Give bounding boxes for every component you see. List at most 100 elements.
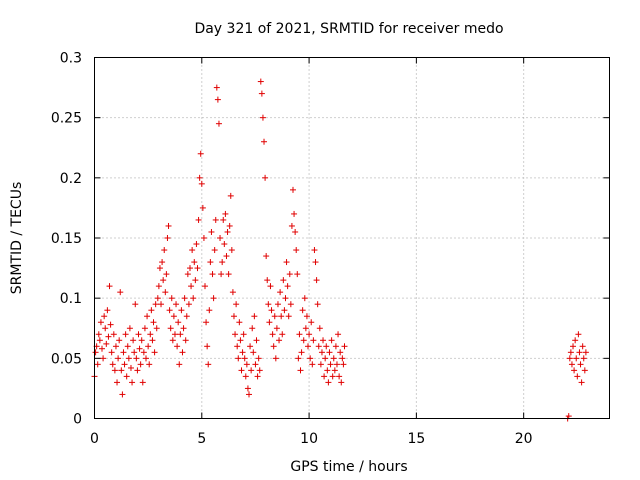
y-axis-title: SRMTID / TECUs: [9, 182, 25, 295]
data-point: [255, 355, 262, 362]
data-point: [244, 385, 251, 392]
data-point: [299, 307, 306, 314]
data-point: [114, 379, 121, 386]
data-point: [106, 283, 113, 290]
data-point: [329, 373, 336, 380]
data-point: [285, 313, 292, 320]
data-point: [131, 349, 138, 356]
data-point: [198, 180, 205, 187]
data-point: [107, 321, 114, 328]
data-point: [97, 319, 104, 326]
data-point: [203, 319, 210, 326]
data-point: [219, 259, 226, 266]
data-point: [573, 355, 580, 362]
data-point: [199, 204, 206, 211]
data-point: [572, 337, 579, 344]
data-point: [297, 367, 304, 374]
data-point: [222, 210, 229, 217]
grid-lines: [94, 57, 610, 419]
data-point: [266, 319, 273, 326]
data-point: [268, 307, 275, 314]
data-point: [189, 247, 196, 254]
data-point: [109, 361, 116, 368]
data-point: [284, 283, 291, 290]
data-point: [233, 301, 240, 308]
data-point: [173, 301, 180, 308]
data-point: [193, 241, 200, 248]
data-point: [276, 337, 283, 344]
data-point: [146, 361, 153, 368]
data-point: [175, 319, 182, 326]
data-point: [302, 325, 309, 332]
data-point: [129, 379, 136, 386]
data-point: [185, 301, 192, 308]
data-point: [158, 301, 165, 308]
data-point: [282, 295, 289, 302]
data-point: [267, 283, 274, 290]
data-point: [159, 259, 166, 266]
data-point: [200, 235, 207, 241]
data-point: [197, 150, 204, 157]
x-axis-title: GPS time / hours: [290, 459, 407, 475]
data-point: [341, 343, 348, 350]
data-point: [226, 222, 233, 229]
data-point: [308, 319, 315, 326]
data-point: [242, 373, 249, 380]
data-point: [292, 228, 299, 235]
data-point: [148, 307, 155, 314]
data-point: [184, 271, 191, 278]
data-point: [306, 331, 313, 338]
data-point: [264, 277, 271, 284]
data-point: [218, 271, 225, 278]
data-point: [570, 343, 577, 350]
data-point: [161, 247, 168, 254]
data-point: [287, 301, 294, 308]
data-point: [121, 361, 128, 368]
y-tick-label: 0: [73, 412, 82, 428]
data-point: [115, 355, 122, 362]
data-point: [195, 216, 202, 223]
data-point: [132, 301, 139, 308]
data-point: [320, 337, 327, 344]
data-point: [332, 343, 339, 350]
data-point: [125, 355, 132, 362]
data-point: [181, 295, 188, 302]
data-point: [324, 367, 331, 374]
y-tick-label: 0.3: [60, 51, 82, 67]
data-point: [259, 114, 266, 121]
data-point: [311, 247, 318, 254]
data-point: [288, 222, 295, 229]
data-point: [295, 355, 302, 362]
data-point: [134, 367, 141, 374]
data-point: [340, 361, 347, 368]
data-point: [566, 355, 573, 362]
data-point: [239, 349, 246, 356]
data-point: [196, 174, 203, 181]
data-point: [315, 343, 322, 350]
data-point: [110, 331, 117, 338]
data-point: [136, 345, 143, 352]
data-point: [249, 325, 256, 332]
data-point: [151, 349, 158, 356]
data-point: [230, 313, 237, 320]
data-point: [147, 331, 154, 338]
data-point: [145, 343, 152, 350]
data-point: [286, 271, 293, 278]
data-point: [119, 391, 126, 398]
data-point: [210, 295, 217, 302]
data-point: [310, 337, 317, 344]
data-point: [105, 333, 112, 340]
data-point: [137, 361, 144, 368]
data-point: [316, 325, 323, 332]
data-point: [163, 271, 170, 278]
data-point: [215, 120, 222, 127]
data-point: [208, 228, 215, 235]
data-point: [108, 349, 115, 356]
data-point: [124, 343, 131, 350]
y-tick-label: 0.1: [60, 291, 82, 307]
data-point: [246, 391, 252, 398]
data-point: [571, 367, 578, 374]
data-point: [235, 355, 242, 362]
data-point: [579, 343, 586, 350]
data-point: [95, 331, 102, 338]
